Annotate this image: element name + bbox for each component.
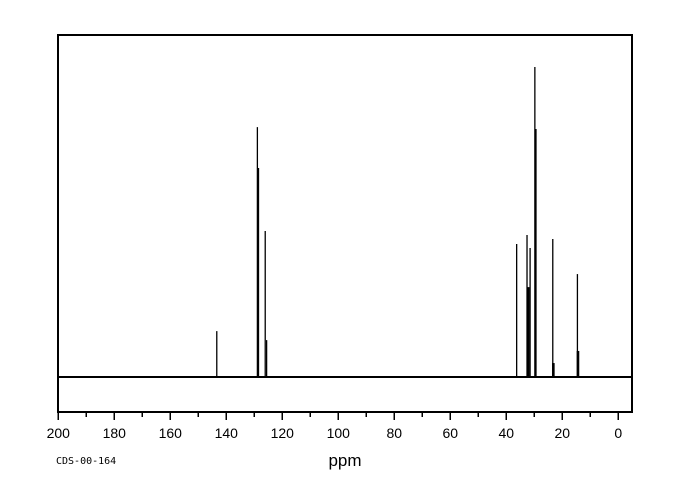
tick-label-100: 100 <box>327 425 351 441</box>
tick-label-0: 0 <box>614 425 622 441</box>
tick-label-20: 20 <box>555 425 571 441</box>
tick-label-140: 140 <box>215 425 239 441</box>
tick-label-180: 180 <box>103 425 127 441</box>
tick-label-160: 160 <box>159 425 183 441</box>
tick-label-120: 120 <box>271 425 295 441</box>
spectrum-peaks <box>216 67 580 377</box>
tick-label-60: 60 <box>443 425 459 441</box>
plot-border <box>57 34 633 413</box>
x-axis-label: ppm <box>328 451 362 470</box>
tick-label-80: 80 <box>387 425 403 441</box>
tick-label-40: 40 <box>499 425 515 441</box>
x-axis-ticks <box>57 412 619 420</box>
sample-id-label: CDS-00-164 <box>56 456 117 467</box>
tick-label-200: 200 <box>47 425 71 441</box>
plot-frame <box>57 34 633 413</box>
x-axis-tick-labels: 200 180 160 140 120 100 80 60 40 20 0 <box>47 425 623 441</box>
